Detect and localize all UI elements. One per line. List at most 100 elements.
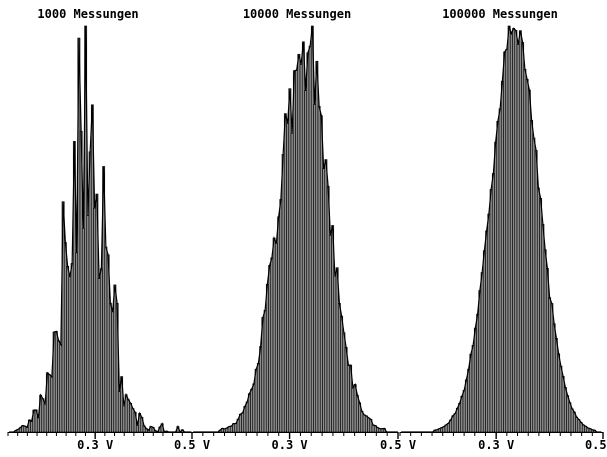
histogram-bar [283,113,287,433]
histogram-bar [86,215,90,433]
histogram-bar [117,391,121,433]
histogram-bar [333,275,337,433]
histogram-bar [523,68,527,433]
histogram-bar [559,365,563,433]
histogram-bar [534,150,538,433]
histogram-bar [299,64,303,433]
histogram-bar [514,30,518,433]
histogram-bar [561,376,565,433]
histogram-bar [505,48,509,433]
histogram-bar [122,405,126,433]
histogram-bar [346,364,350,433]
histogram-bar [541,223,545,433]
histogram-bar [471,345,475,433]
histogram-bar [554,338,558,433]
histogram-bar [81,227,85,433]
histogram-bar [274,243,278,433]
histogram-bar [256,363,260,433]
histogram-bar [301,41,305,433]
histogram-bar [108,302,112,433]
histogram-bar [480,272,484,433]
histogram-bar [570,408,574,433]
histogram-bar [319,115,323,433]
histogram-bar [304,90,308,433]
histogram-bar [344,347,348,433]
histogram-bar [478,290,482,433]
histogram-bar [563,387,567,433]
histogram-panel-3: 100000 Messungen 0.3 V 0.5 V [399,7,607,452]
histogram-bar [467,368,471,433]
histogram-bar [575,416,579,433]
histogram-bar [313,104,317,433]
histogram-bars [433,25,597,433]
x-tick-label: 0.3 V [77,438,113,452]
histogram-bar [552,323,556,433]
histogram-bar [335,267,339,433]
histogram-bar [485,230,489,433]
histogram-bar [446,423,450,433]
x-tick-label: 0.5 V [380,438,416,452]
histogram-bar [50,376,54,433]
histogram-bar [532,137,536,433]
histogram-bar [355,394,359,433]
histogram-bar [241,412,245,433]
histogram-bar [288,88,292,433]
histogram-outline [193,25,398,433]
histogram-bar [292,70,296,433]
histogram-bar [521,42,525,433]
histogram-bar [364,415,368,433]
histogram-bar [297,53,301,433]
histogram-bar [268,265,272,433]
histogram-bar [328,235,332,433]
panel-title: 1000 Messungen [37,7,138,21]
histogram-bar [568,402,572,433]
histogram-bar [545,267,549,433]
histogram-bar [503,51,507,433]
histogram-bar [270,257,274,433]
histogram-bar [498,108,502,433]
histogram-bar [43,403,47,433]
histogram-bar [496,120,500,433]
histogram-bar [129,402,133,433]
histogram-panels: 1000 Messungen 0.3 V 0.5 V 10000 Messungen 0… [7,7,607,452]
histogram-bar [25,427,29,433]
histogram-bar [367,417,371,433]
histogram-bar [286,123,290,433]
histogram-bar [473,327,477,433]
histogram-bar [536,187,540,433]
histogram-bar [566,395,570,433]
histogram-bar [265,283,269,433]
x-tick-label: 0.5 V [585,438,607,452]
histogram-bar [550,303,554,433]
histogram-bar [462,390,466,433]
histogram-bar [97,278,101,433]
histogram-bar [516,44,520,433]
histogram-bars [14,25,184,433]
histogram-bar [59,344,63,433]
histogram-bar [476,313,480,433]
histogram-bar [491,173,495,433]
histogram-bar [259,346,263,433]
histogram-bar [279,199,283,433]
histogram-bar [458,402,462,433]
histogram-bar [539,198,543,433]
histogram-bar [507,25,511,433]
histogram-bar [113,284,117,433]
histogram-bar [88,151,92,433]
histogram-panel-1: 1000 Messungen 0.3 V 0.5 V [7,7,210,452]
histogram-bar [30,420,34,433]
histogram-bar [277,216,281,433]
histogram-bar [469,353,473,433]
histogram-bar [527,89,531,433]
histogram-bars [218,25,386,433]
histogram-bar [93,207,97,433]
histogram-bar [306,52,310,433]
histogram-bar [54,331,58,433]
histogram-bar [99,268,103,433]
histogram-bar [464,379,468,433]
histogram-bar [250,388,254,433]
histogram-bar [36,417,40,433]
histogram-bar [245,401,249,433]
x-tick-label: 0.3 V [478,438,514,452]
histogram-bar [68,276,72,433]
